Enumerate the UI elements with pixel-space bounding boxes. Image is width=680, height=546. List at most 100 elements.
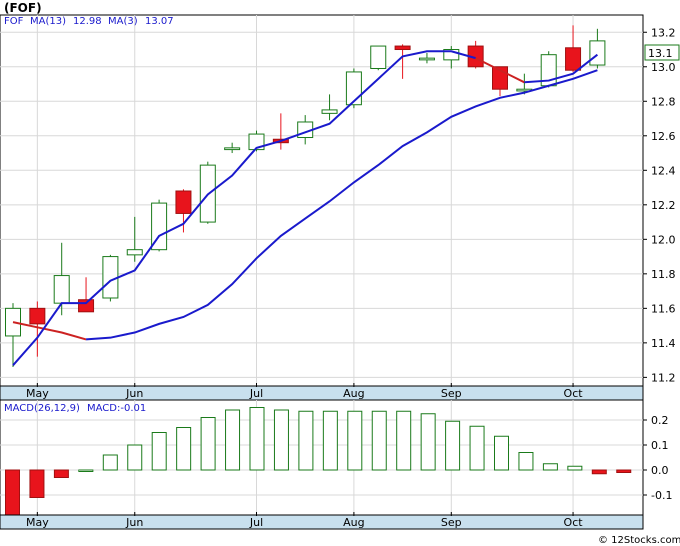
candle-body-up	[370, 45, 387, 69]
macd-bar-positive	[298, 410, 314, 471]
macd-legend-label: MACD(26,12,9)	[4, 403, 80, 414]
candle	[370, 45, 387, 71]
candle	[53, 242, 70, 316]
price-y-tick-label: 11.4	[651, 337, 676, 350]
price-y-tick-label: 12.0	[651, 233, 676, 246]
price-x-label: May	[26, 387, 49, 400]
price-panel: 11.2 11.4 11.6 11.8 12.0 12.2 12.4 12.6 12.8 13.0…	[0, 14, 680, 387]
macd-x-label: Oct	[564, 516, 584, 529]
macd-x-label: May	[26, 516, 49, 529]
price-grid	[0, 15, 643, 386]
candle-body-up	[321, 109, 338, 114]
macd-bar-positive	[225, 409, 241, 471]
macd-bar-positive	[396, 410, 412, 471]
macd-plot-frame	[0, 399, 644, 516]
candle	[29, 301, 46, 357]
candle	[565, 25, 582, 72]
macd-legend-value: MACD:-0.01	[87, 403, 146, 414]
ma3-line	[12, 50, 476, 366]
price-y-tick-label: 13.2	[651, 26, 676, 39]
macd-bar-positive	[200, 417, 216, 471]
price-y-tick-label: 11.2	[651, 371, 676, 384]
macd-y-tick-label: -0.1	[651, 489, 672, 502]
macd-bar-positive	[518, 452, 534, 471]
macd-bar-positive	[78, 469, 94, 472]
ma3-line-late	[524, 53, 599, 84]
current-price-tag: 13.1	[644, 44, 680, 61]
macd-bars	[5, 407, 632, 516]
macd-x-label: Aug	[343, 516, 364, 529]
legend-ma13-value: 12.98	[73, 16, 102, 27]
macd-bar-positive	[176, 427, 192, 471]
price-y-tick-label: 12.4	[651, 164, 676, 177]
macd-bar-negative	[5, 469, 20, 516]
macd-bar-positive	[322, 410, 338, 471]
candle-body-down	[394, 45, 411, 51]
chart-title: (FOF)	[4, 1, 42, 15]
macd-x-axis: May Jun Jul Aug Sep Oct	[0, 512, 644, 530]
candle	[589, 28, 606, 69]
macd-bar-positive	[347, 410, 363, 471]
macd-bar-negative	[591, 469, 607, 475]
macd-y-tick-label: 0.1	[651, 439, 669, 452]
candle-body-up	[589, 40, 606, 66]
candle-body-up	[53, 275, 70, 304]
macd-x-label: Sep	[441, 516, 462, 529]
legend-ma13-label: MA(13)	[30, 16, 66, 27]
candle	[126, 216, 143, 262]
macd-bar-positive	[494, 435, 509, 471]
macd-bar-positive	[151, 432, 167, 471]
macd-x-label: Jul	[249, 516, 263, 529]
candle	[5, 303, 21, 368]
macd-bar-positive	[542, 463, 558, 471]
macd-y-tick-label: 0.2	[651, 414, 669, 427]
price-y-tick-label: 12.8	[651, 95, 676, 108]
price-legend: FOF MA(13) 12.98 MA(3) 13.07	[4, 16, 174, 27]
ma13-line	[85, 69, 598, 341]
candle	[443, 46, 460, 69]
candle	[151, 199, 168, 252]
candle	[199, 161, 216, 224]
price-x-label: Oct	[564, 387, 584, 400]
candle	[321, 94, 338, 121]
price-candles	[5, 25, 606, 368]
price-x-axis: May Jun Jul Aug Sep Oct	[0, 383, 644, 401]
macd-bar-positive	[249, 407, 265, 471]
macd-x-label: Jun	[125, 516, 143, 529]
macd-bar-positive	[273, 409, 289, 471]
macd-y-tick-label: 0.0	[651, 464, 669, 477]
macd-bar-positive	[127, 444, 143, 471]
macd-bar-negative	[29, 469, 45, 498]
current-price-value: 13.1	[648, 47, 673, 60]
candle-body-up	[418, 57, 435, 61]
legend-ma3-label: MA(3)	[108, 16, 138, 27]
macd-bar-positive	[445, 420, 461, 471]
legend-symbol: FOF	[4, 16, 24, 27]
macd-bar-negative	[53, 469, 69, 478]
candle-body-down	[175, 190, 192, 214]
macd-bar-positive	[371, 410, 387, 471]
candle	[540, 51, 557, 88]
price-y-tick-label: 12.6	[651, 130, 676, 143]
macd-x-axis-band	[0, 514, 644, 530]
macd-panel: 0.2 0.1 0.0 -0.1 MACD(26,12,9) MACD:-0.01	[0, 399, 672, 516]
candle-body-down	[78, 299, 95, 313]
macd-y-axis: 0.2 0.1 0.0 -0.1	[643, 414, 672, 502]
price-x-label: Sep	[441, 387, 462, 400]
price-x-label: Jun	[125, 387, 143, 400]
candle-body-up	[345, 71, 362, 106]
price-y-tick-label: 13.0	[651, 61, 676, 74]
candle-body-up	[151, 202, 168, 251]
candle	[224, 142, 241, 154]
ma3-line-declining	[475, 57, 525, 84]
candle-body-down	[565, 47, 582, 71]
candle-body-up	[224, 147, 241, 151]
candle-body-up	[443, 49, 460, 61]
candle	[175, 189, 192, 233]
watermark: © 12Stocks.com	[598, 535, 680, 546]
candle-body-up	[248, 133, 265, 151]
price-y-tick-label: 11.8	[651, 268, 676, 281]
candle	[102, 254, 119, 302]
price-plot-frame	[0, 14, 644, 387]
